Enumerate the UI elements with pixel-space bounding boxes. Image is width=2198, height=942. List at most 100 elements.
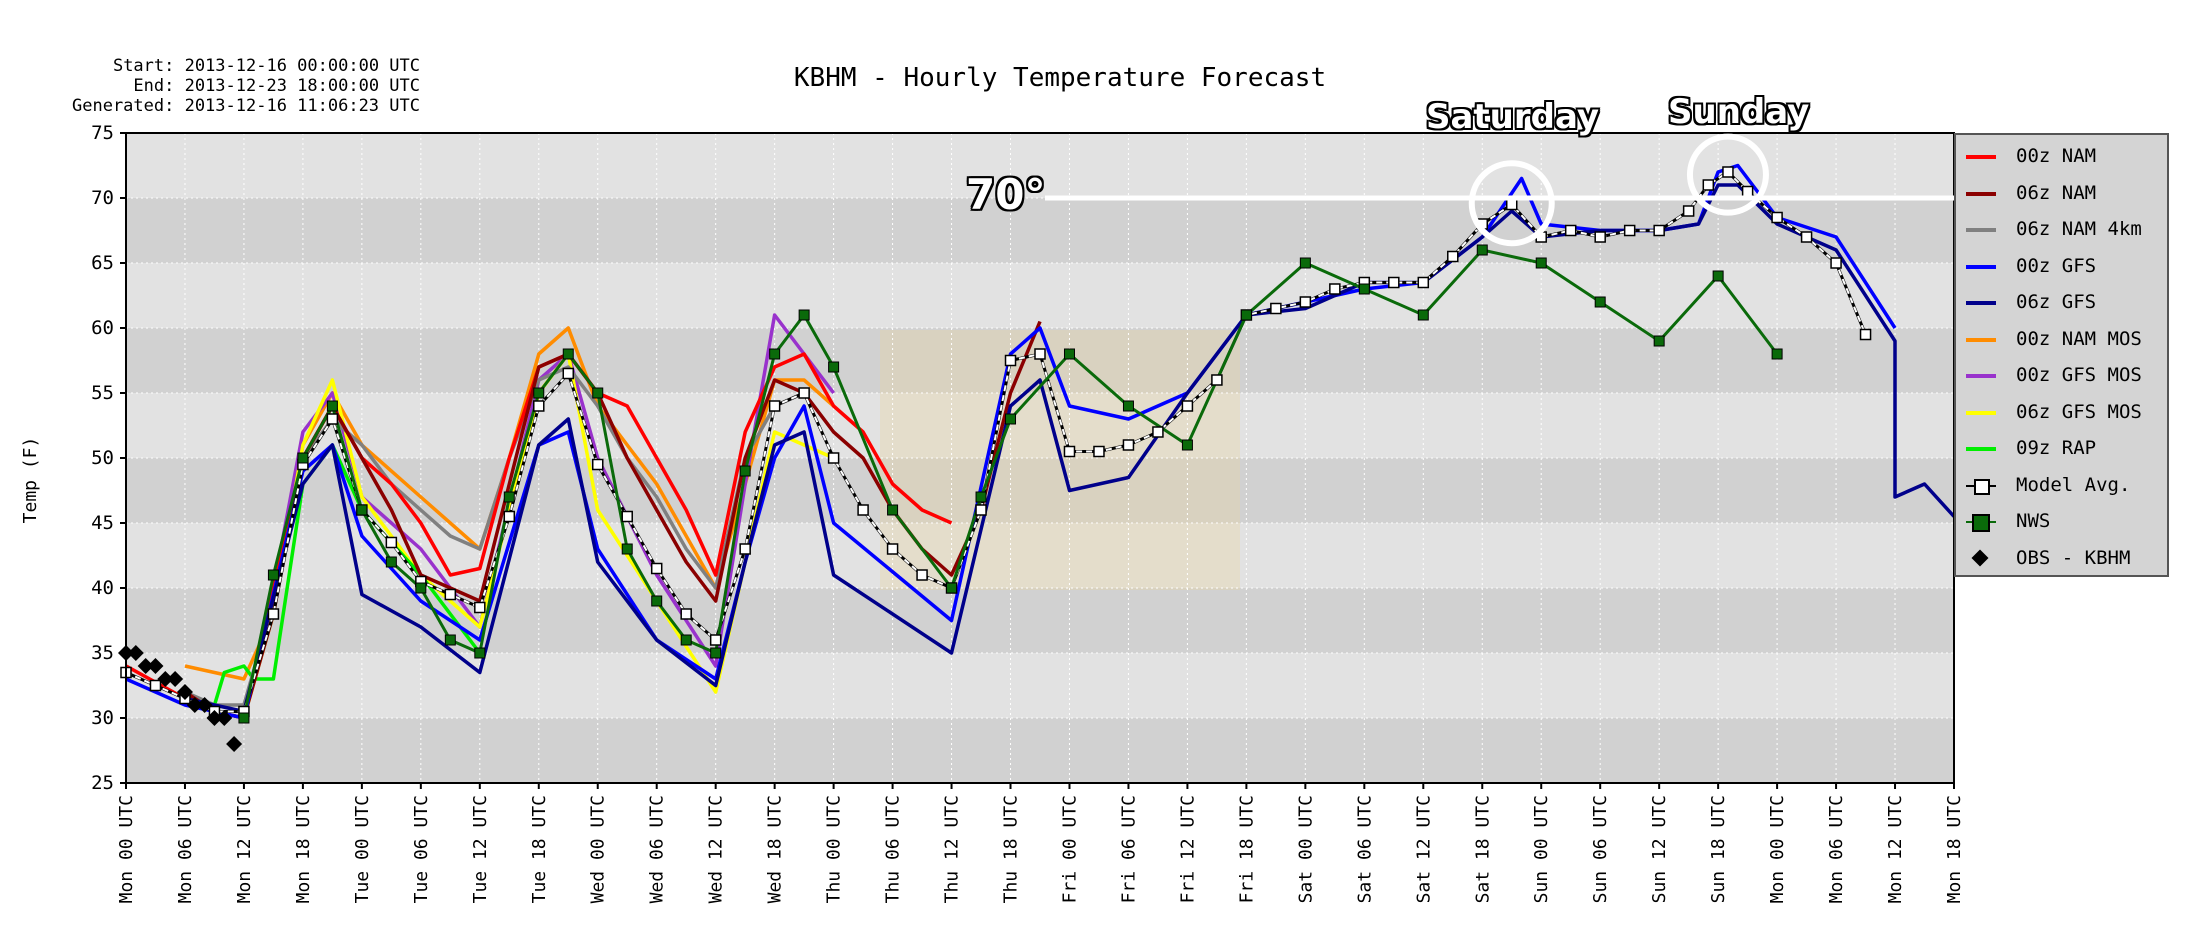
legend-marker xyxy=(1974,478,1990,495)
x-tick-label: Mon 06 UTC xyxy=(1826,795,1847,903)
model-avg-point xyxy=(503,510,516,523)
series-line-nws xyxy=(242,248,1779,719)
series-markers xyxy=(118,166,1872,752)
nws-point xyxy=(592,387,604,399)
x-tick-label: Sat 06 UTC xyxy=(1354,795,1375,903)
nws-point xyxy=(1122,400,1134,412)
model-avg-point xyxy=(827,452,840,464)
x-tick-label: Thu 00 UTC xyxy=(824,795,845,903)
obs-point xyxy=(186,697,203,713)
model-avg-point xyxy=(1702,179,1715,191)
start-time: Start: 2013-12-16 00:00:00 UTC xyxy=(112,56,420,76)
nws-point xyxy=(1005,413,1017,425)
model-avg-point xyxy=(739,543,751,555)
legend-item-00z-nam-mos: 00z NAM MOS xyxy=(1956,323,2167,359)
nws-point xyxy=(503,491,515,503)
model-avg-point xyxy=(680,608,692,620)
legend-label: 00z NAM xyxy=(2016,145,2097,167)
nws-point xyxy=(474,647,486,659)
model-avg-point xyxy=(149,679,162,692)
legend-label: NWS xyxy=(2016,510,2051,532)
x-tick-label: Sun 18 UTC xyxy=(1708,795,1729,903)
y-tick-label: 30 xyxy=(91,707,114,729)
x-tick-label: Sun 06 UTC xyxy=(1590,795,1611,903)
model-avg-point xyxy=(1722,166,1734,178)
obs-point xyxy=(127,645,144,661)
legend-marker xyxy=(1971,549,1989,566)
legend-item-06z-gfs: 06z GFS xyxy=(1956,286,2167,322)
y-tick-label: 65 xyxy=(91,252,114,274)
y-tick-label: 60 xyxy=(91,317,114,339)
nws-point xyxy=(1771,348,1783,360)
saturday-circle xyxy=(1468,160,1555,247)
nws-point xyxy=(975,491,987,503)
obs-point xyxy=(137,658,154,674)
nws-point xyxy=(1594,296,1606,308)
legend-swatch xyxy=(1966,228,1996,232)
legend-label: 06z GFS xyxy=(2016,291,2097,313)
obs-point xyxy=(147,658,164,674)
nws-point xyxy=(651,595,663,607)
legend-label: 06z NAM xyxy=(2016,181,2097,204)
legend-item-nws: NWS xyxy=(1956,505,2167,541)
model-avg-point xyxy=(591,458,604,471)
x-tick-label: Wed 00 UTC xyxy=(588,795,609,903)
legend-item-obs-kbhm: OBS - KBHM xyxy=(1956,542,2167,578)
x-tick-label: Fri 06 UTC xyxy=(1118,795,1139,903)
y-axis-label: Temp (F) xyxy=(20,437,41,524)
model-avg-point xyxy=(650,562,663,575)
nws-point xyxy=(1417,309,1429,321)
sunday-callout: Sunday xyxy=(1668,92,1810,132)
legend-swatch xyxy=(1966,410,1996,415)
nws-point xyxy=(1653,335,1665,347)
legend-item-09z-rap: 09z RAP xyxy=(1956,432,2167,468)
nws-point xyxy=(1476,244,1488,256)
legend-label: 00z NAM MOS xyxy=(2016,327,2142,350)
legend-marker xyxy=(1972,514,1990,532)
run-info: Start: 2013-12-16 00:00:00 UTC End: 2013… xyxy=(4,56,420,116)
legend-swatch xyxy=(1966,264,1996,269)
nws-point xyxy=(1358,283,1370,295)
x-tick-label: Mon 18 UTC xyxy=(1944,795,1965,903)
model-avg-point xyxy=(1122,439,1135,451)
nws-point xyxy=(1535,257,1547,269)
x-tick-label: Tue 12 UTC xyxy=(470,795,491,903)
model-avg-point xyxy=(1800,231,1813,243)
model-avg-point xyxy=(267,608,280,620)
legend-item-00z-gfs-mos: 00z GFS MOS xyxy=(1956,359,2167,395)
model-avg-point xyxy=(474,601,486,614)
x-tick-label: Tue 00 UTC xyxy=(352,795,373,903)
nws-point xyxy=(739,465,751,477)
x-tick-label: Wed 12 UTC xyxy=(706,795,727,903)
legend-label: Model Avg. xyxy=(2016,473,2131,496)
model-avg-point xyxy=(1830,257,1842,269)
generated-time: Generated: 2013-12-16 11:06:23 UTC xyxy=(72,96,420,116)
model-avg-point xyxy=(975,504,987,516)
x-tick-label: Mon 00 UTC xyxy=(116,795,137,903)
series-line-06z-gfs xyxy=(184,183,1956,714)
grid-lines xyxy=(125,132,1955,784)
legend-item-06z-nam-4km: 06z NAM 4km xyxy=(1956,213,2167,249)
nws-point xyxy=(385,556,397,568)
x-tick-label: Wed 18 UTC xyxy=(765,795,786,903)
model-avg-point xyxy=(1388,276,1400,289)
legend-item-06z-nam: 06z NAM xyxy=(1956,177,2167,213)
model-avg-point xyxy=(1093,445,1105,458)
y-tick-label: 40 xyxy=(91,577,114,599)
x-tick-label: Tue 18 UTC xyxy=(529,795,550,903)
nws-point xyxy=(326,400,338,412)
legend-item-00z-gfs: 00z GFS xyxy=(1956,250,2167,286)
x-tick-label: Tue 06 UTC xyxy=(411,795,432,903)
model-avg-point xyxy=(1741,185,1754,198)
model-avg-point xyxy=(857,504,869,516)
nws-point xyxy=(798,309,810,321)
nws-point xyxy=(533,387,545,399)
legend-label: 09z RAP xyxy=(2016,437,2097,459)
model-avg-point xyxy=(768,400,781,412)
annotations xyxy=(1045,133,1954,247)
obs-point xyxy=(157,671,174,687)
nws-point xyxy=(1240,309,1252,321)
obs-point xyxy=(176,684,193,700)
saturday-callout: Saturday xyxy=(1426,97,1600,137)
